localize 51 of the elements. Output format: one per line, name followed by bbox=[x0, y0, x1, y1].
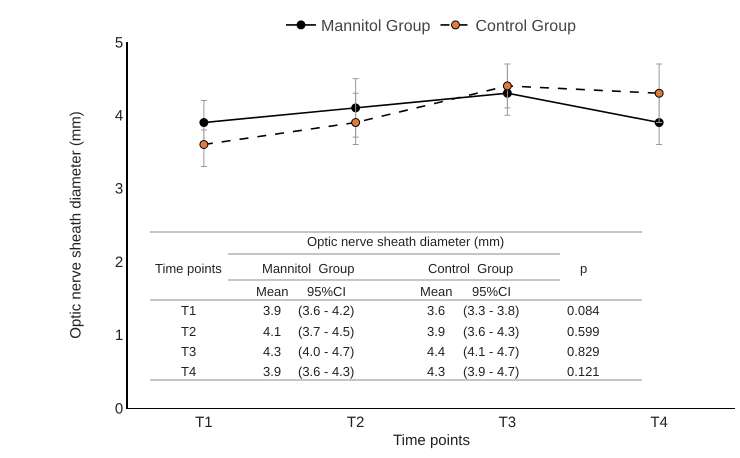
annotation: 0.084 bbox=[567, 303, 600, 318]
annotation: 3.6 bbox=[427, 303, 446, 318]
annotation: 0.829 bbox=[567, 344, 600, 359]
annotation: 95%CI bbox=[472, 284, 512, 299]
legend-label: Control Group bbox=[475, 18, 576, 36]
legend-label: Mannitol Group bbox=[321, 18, 430, 36]
annotation: Mannitol Group bbox=[262, 261, 354, 276]
y-axis-title: Optic nerve sheath diameter (mm) bbox=[68, 111, 85, 339]
x-tick-label: T3 bbox=[498, 414, 516, 431]
annotation: 4.4 bbox=[427, 344, 446, 359]
y-tick-label: 0 bbox=[114, 400, 124, 418]
y-tick-label: 2 bbox=[114, 254, 124, 271]
point bbox=[199, 140, 208, 149]
annotation: Control Group bbox=[428, 261, 514, 276]
annotation: (3.6 - 4.3) bbox=[298, 364, 354, 379]
annotation: Optic nerve sheath diameter (mm) bbox=[307, 234, 504, 249]
annotation: T3 bbox=[181, 344, 196, 359]
annotation: (3.7 - 4.5) bbox=[298, 324, 354, 339]
annotation: T2 bbox=[181, 324, 196, 339]
y-tick-label: 3 bbox=[114, 180, 124, 198]
annotation: 3.9 bbox=[427, 324, 446, 339]
x-tick-label: T2 bbox=[346, 414, 364, 431]
annotation: 3.9 bbox=[263, 364, 282, 379]
x-axis-title: Time points bbox=[393, 432, 470, 449]
annotation: (3.9 - 4.7) bbox=[463, 364, 520, 379]
annotation: 3.9 bbox=[263, 303, 282, 318]
point bbox=[502, 81, 512, 90]
x-tick-label: T1 bbox=[195, 414, 213, 431]
annotation: (3.3 - 3.8) bbox=[463, 303, 520, 318]
x-tick-label: T4 bbox=[650, 414, 668, 431]
point bbox=[351, 118, 360, 128]
annotation: T4 bbox=[181, 364, 196, 379]
annotation: 4.3 bbox=[263, 344, 282, 359]
y-tick-label: 5 bbox=[114, 34, 124, 52]
annotation: Time points bbox=[155, 261, 222, 276]
point bbox=[199, 118, 208, 128]
annotation: (3.6 - 4.2) bbox=[298, 303, 354, 318]
annotation: Mean bbox=[256, 284, 289, 299]
annotation: p bbox=[580, 261, 588, 276]
annotation: T1 bbox=[181, 303, 196, 318]
annotation: Mean bbox=[420, 284, 453, 299]
annotation: 4.1 bbox=[263, 324, 282, 339]
y-tick-label: 4 bbox=[114, 107, 124, 124]
annotation: (3.6 - 4.3) bbox=[463, 324, 520, 339]
annotation: 0.121 bbox=[567, 364, 600, 379]
annotation: (4.1 - 4.7) bbox=[463, 344, 520, 359]
annotation: 0.599 bbox=[567, 324, 600, 339]
y-tick-label: 1 bbox=[114, 327, 124, 344]
annotation: 4.3 bbox=[427, 364, 446, 379]
annotation: 95%CI bbox=[307, 284, 346, 299]
annotation: (4.0 - 4.7) bbox=[298, 344, 354, 359]
